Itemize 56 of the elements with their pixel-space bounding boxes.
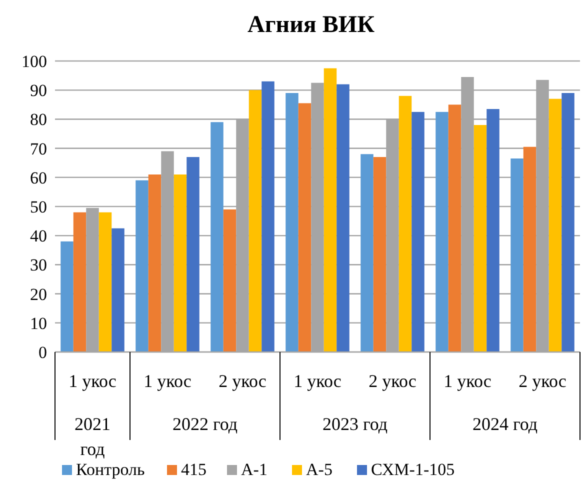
bar xyxy=(486,109,500,352)
bar xyxy=(60,241,74,352)
bar xyxy=(412,112,424,352)
legend-label: СХМ-1-105 xyxy=(371,460,455,479)
x-tick-label: 1 укос xyxy=(68,371,116,391)
bar xyxy=(148,174,162,352)
legend-label: А-5 xyxy=(306,460,332,479)
bar xyxy=(210,122,224,352)
bar xyxy=(336,84,350,352)
bar xyxy=(474,125,487,352)
y-tick-label: 30 xyxy=(30,256,47,275)
bar xyxy=(436,112,448,352)
bar xyxy=(510,158,524,352)
text: 2024 год xyxy=(472,414,538,434)
bar xyxy=(174,174,187,352)
x-tick-label: 1 укос xyxy=(294,371,342,391)
bar xyxy=(523,146,536,352)
y-tick-label: 20 xyxy=(30,284,47,304)
x-tick-label: 2 укос xyxy=(218,371,266,391)
bar xyxy=(136,180,148,352)
x-tick-label: 2 укос xyxy=(518,371,566,391)
y-tick-label: 40 xyxy=(30,226,47,246)
bar xyxy=(186,157,200,352)
y-tick-label: 100 xyxy=(22,52,47,71)
legend-label: А-1 xyxy=(241,460,268,479)
bar xyxy=(373,157,386,352)
bar xyxy=(223,209,236,352)
bar xyxy=(73,212,86,352)
text: 2022 год xyxy=(172,414,238,434)
legend-label: Контроль xyxy=(76,460,145,479)
x-tick-label: 1 укос xyxy=(144,371,192,391)
y-tick-label: 10 xyxy=(30,314,47,333)
y-tick-label: 70 xyxy=(30,139,47,158)
text: 2021 год xyxy=(74,414,110,459)
bar xyxy=(262,81,274,352)
bar xyxy=(112,228,124,352)
bar xyxy=(448,104,462,352)
bar xyxy=(360,154,374,352)
bar xyxy=(398,96,412,352)
bar xyxy=(548,98,562,352)
y-tick-label: 0 xyxy=(38,343,47,362)
y-tick-label: 80 xyxy=(30,110,47,130)
bar xyxy=(324,68,337,352)
legend-label: 415 xyxy=(181,460,206,479)
y-tick-label: 90 xyxy=(30,81,47,100)
bar xyxy=(298,103,312,352)
x-tick-label: 1 укос xyxy=(444,371,492,391)
bar xyxy=(248,90,262,352)
chart-title: Агния ВИК xyxy=(248,12,376,38)
y-tick-label: 60 xyxy=(30,168,47,188)
bar xyxy=(562,93,574,352)
text: 2023 год xyxy=(322,414,388,434)
bar xyxy=(98,212,112,352)
x-tick-label: 2 укос xyxy=(368,371,416,391)
y-tick-label: 50 xyxy=(30,198,47,216)
bar xyxy=(286,93,298,352)
